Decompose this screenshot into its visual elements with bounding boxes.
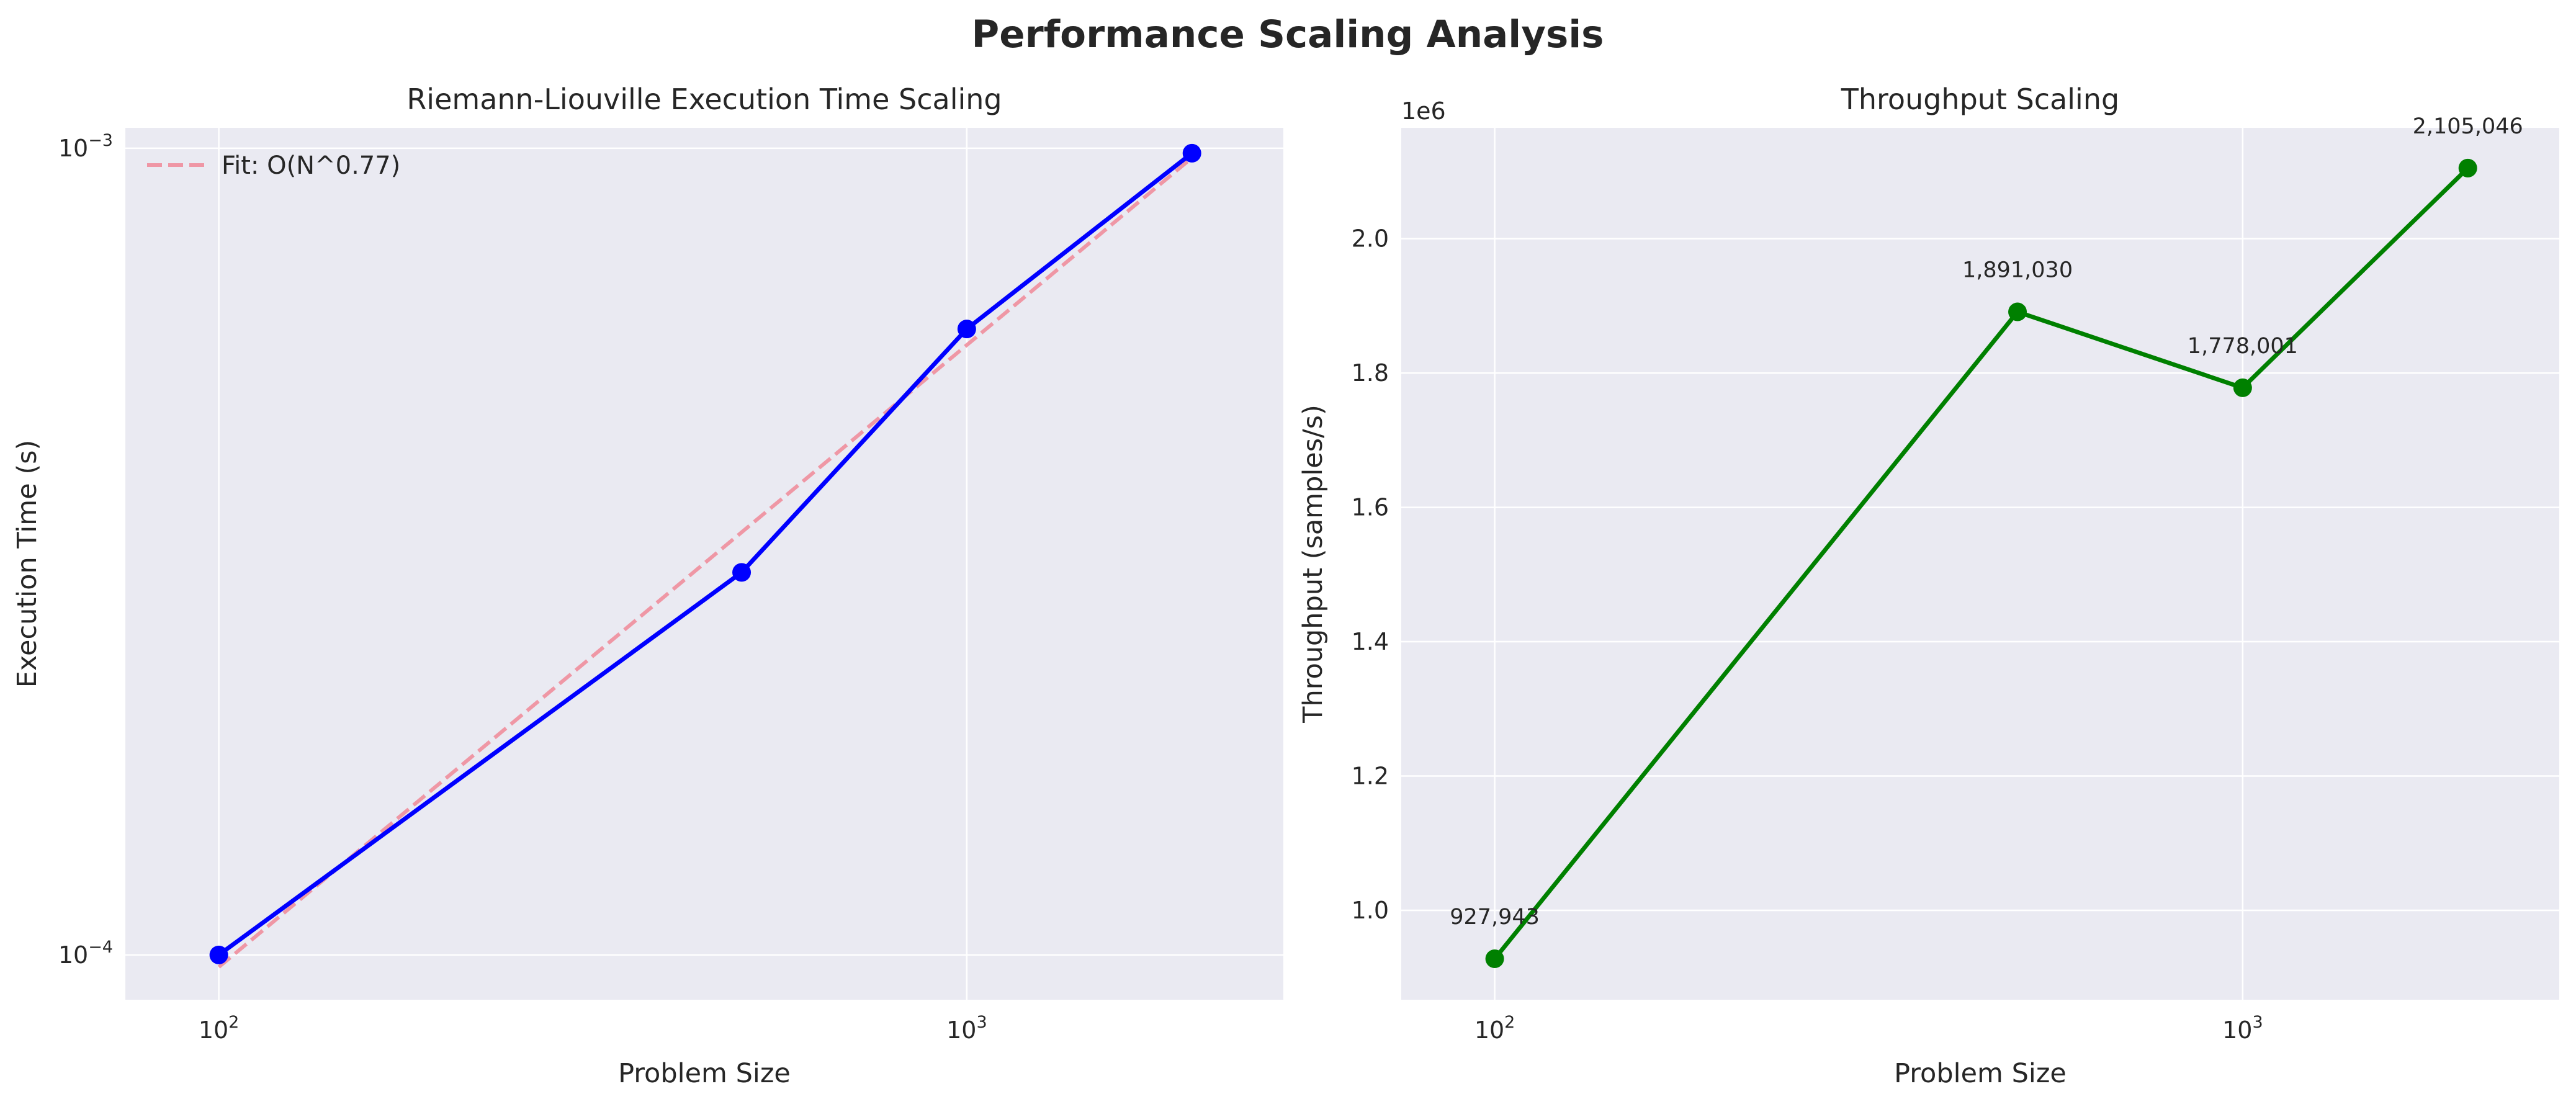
y-tick-label: 2.0 [1352, 225, 1389, 253]
legend-entry: Fit: O(N^0.77) [222, 151, 400, 180]
y-tick-label: 1.2 [1352, 763, 1389, 790]
y-tick-label: 1.8 [1352, 359, 1389, 387]
throughput-panel: 102 103 1.0 1.2 1.4 1.6 1.8 2.0 1e6 Throughput Sc… [1298, 83, 2559, 1089]
data-point [1485, 949, 1504, 969]
data-label: 2,105,046 [2413, 114, 2523, 139]
x-tick-label: 103 [946, 1013, 987, 1044]
data-label: 927,943 [1450, 905, 1540, 930]
y-tick-label: 1.0 [1352, 897, 1389, 924]
y-tick-label: 1.4 [1352, 628, 1389, 655]
y-tick-label: 10−3 [58, 131, 113, 162]
plot-area [125, 128, 1283, 1000]
plot-area [1401, 128, 2559, 1000]
data-point [732, 563, 752, 582]
series-line [217, 151, 1193, 957]
data-point [2233, 378, 2252, 397]
x-tick-label: 102 [199, 1013, 240, 1044]
data-point [209, 945, 228, 964]
y-offset-label: 1e6 [1401, 97, 1446, 125]
x-axis-label: Problem Size [1894, 1058, 2067, 1089]
panel-title: Throughput Scaling [1841, 83, 2119, 116]
series-line [1492, 166, 2470, 961]
x-tick-label: 102 [1474, 1013, 1515, 1044]
y-axis-label: Execution Time (s) [12, 440, 43, 688]
y-tick-label: 10−4 [58, 938, 113, 969]
y-tick-label: 1.6 [1352, 494, 1389, 521]
data-point [2008, 302, 2027, 321]
data-label: 1,778,001 [2188, 334, 2298, 359]
x-axis-label: Problem Size [618, 1058, 791, 1089]
data-point [2458, 158, 2477, 177]
figure-title: Performance Scaling Analysis [971, 12, 1604, 56]
execution-time-panel: 102 103 10−4 10−3 Riemann-Liouville Executio… [12, 83, 1283, 1089]
data-point [957, 320, 976, 339]
data-point [1182, 143, 1201, 163]
data-label: 1,891,030 [1962, 258, 2073, 283]
panel-title: Riemann-Liouville Execution Time Scaling [406, 83, 1002, 116]
y-axis-label: Throughput (samples/s) [1298, 405, 1329, 724]
x-tick-label: 103 [2222, 1013, 2263, 1044]
